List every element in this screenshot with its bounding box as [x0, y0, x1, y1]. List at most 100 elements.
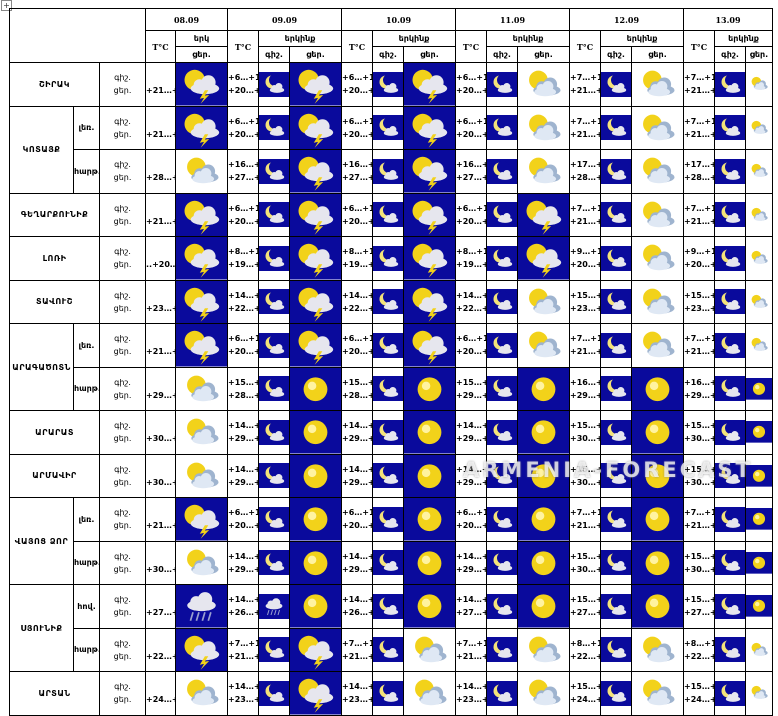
subregion-label: լեռ.: [73, 105, 100, 150]
temperature-cell: +7…+12 +21…+26: [683, 497, 716, 542]
temperature-cell: +6…+11 +20…+25: [341, 497, 374, 542]
night-day-label: գիշ. ցեր.: [98, 410, 147, 455]
night-temp: +6…+11: [456, 508, 486, 518]
sun-cloud-icon: [176, 454, 227, 497]
moon-cloud-icon: [259, 419, 289, 445]
sun-icon: [404, 585, 455, 628]
temperature-cell: +21…+26: [145, 497, 177, 542]
day-temp: +23…+28: [456, 695, 486, 705]
night-sky-cell: [600, 453, 633, 498]
night-sky-cell: [714, 192, 747, 237]
moon-cloud-icon: [373, 463, 403, 489]
day-sky-cell: [175, 540, 229, 585]
moon-cloud-icon: [373, 289, 403, 315]
sun-cloud-icon: [632, 63, 683, 106]
temperature-cell: +15…+19 +24…+29: [683, 671, 716, 716]
night-temp: +6…+11: [456, 203, 486, 213]
moon-cloud-icon: [373, 680, 403, 706]
day-temp: +30…+33: [146, 477, 175, 487]
table-row: հարթ.գիշ.ցեր.+30…+33+14…+18+29…+32+14…+1…: [10, 540, 773, 585]
temperature-cell: +30…+33: [145, 453, 177, 498]
day-temp: +30…+33: [570, 434, 600, 444]
subregion-label: հարթ.: [73, 627, 100, 672]
table-move-handle[interactable]: +: [1, 0, 12, 11]
moon-cloud-icon: [715, 115, 745, 141]
night-temp: +7…+12: [228, 638, 258, 648]
temperature-cell: +15…+20 +30…+33: [569, 540, 602, 585]
day-sky-cell: [403, 671, 457, 716]
day-temp: +20…+25: [342, 129, 372, 139]
night-label: գիշ.: [114, 638, 131, 648]
night-sky-cell: [714, 584, 747, 629]
moon-cloud-icon: [487, 202, 517, 228]
night-temp: [147, 506, 175, 519]
night-temp: +7…+12: [570, 73, 600, 83]
moon-cloud-icon: [373, 419, 403, 445]
temperature-cell: +6…+11 +20…+25: [227, 323, 260, 368]
night-temp: +7…+12: [684, 508, 714, 518]
sun-icon: [404, 411, 455, 454]
night-sky-cell: [600, 671, 633, 716]
day-label: ցեր.: [113, 390, 132, 400]
day-temp: +22…+26: [342, 303, 372, 313]
temp-header: T°C: [227, 30, 260, 63]
sun-cloud-icon: [746, 334, 772, 357]
day-temp: +27…+29: [228, 173, 258, 183]
day-temp: ..+20…+24: [146, 260, 175, 270]
night-sky-cell: [714, 323, 747, 368]
night-sky-cell: [258, 584, 291, 629]
day-sky-cell: [517, 192, 571, 237]
temperature-cell: +24…+29: [145, 671, 177, 716]
sun-cloud-icon: [746, 73, 772, 96]
day-sky-cell: [517, 236, 571, 281]
temperature-cell: +8…+13 +22…+26: [569, 627, 602, 672]
region-name: ԱՐՄԱՎԻՐ: [9, 453, 100, 498]
temperature-cell: +9…+14 +20…+24: [569, 236, 602, 281]
day-temp: +22…+26: [456, 303, 486, 313]
date-header: 08.09: [145, 8, 229, 31]
sun-cloud-icon: [518, 150, 569, 193]
temperature-cell: +30…+33: [145, 410, 177, 455]
night-temp: +14…+19: [342, 290, 372, 300]
day-sky-cell: [517, 366, 571, 411]
day-sky-cell: [745, 584, 773, 629]
day-sky-cell: [289, 279, 343, 324]
subregion-label: հարթ.: [73, 366, 100, 411]
night-sky-cell: [372, 149, 405, 194]
night-label: գիշ.: [114, 377, 131, 387]
night-sky-cell: [258, 366, 291, 411]
moon-cloud-icon: [601, 289, 631, 315]
sun-cloud-storm-icon: [518, 237, 569, 280]
day-temp: +21…+26: [146, 86, 175, 96]
night-temp: [147, 463, 175, 476]
sun-icon: [518, 411, 569, 454]
night-temp: +6…+11: [228, 73, 258, 83]
temp-header: T°C: [145, 30, 177, 63]
night-temp: +15…+20: [684, 464, 714, 474]
day-label: ցեր.: [113, 695, 132, 705]
night-header: գիշ.: [258, 46, 291, 63]
day-sky-cell: [289, 584, 343, 629]
night-temp: +14…+18: [456, 421, 486, 431]
day-sky-cell: [289, 149, 343, 194]
moon-cloud-icon: [373, 506, 403, 532]
temperature-cell: +6…+11 +20…+25: [227, 497, 260, 542]
sun-icon: [746, 595, 772, 618]
moon-cloud-icon: [715, 593, 745, 619]
night-day-label: գիշ. ցեր.: [98, 279, 147, 324]
day-header: ցեր.: [403, 46, 457, 63]
moon-cloud-icon: [487, 506, 517, 532]
date-header: 11.09: [455, 8, 571, 31]
temperature-cell: +15…+20 +27…+32: [683, 584, 716, 629]
night-sky-cell: [486, 671, 519, 716]
moon-cloud-icon: [715, 202, 745, 228]
temperature-cell: +30…+33: [145, 540, 177, 585]
temperature-cell: +8…+13 +22…+26: [683, 627, 716, 672]
day-sky-cell: [631, 62, 685, 107]
sun-cloud-storm-icon: [404, 237, 455, 280]
temperature-cell: +14…+18 +29…+32: [227, 453, 260, 498]
night-day-label: գիշ. ցեր.: [98, 627, 147, 672]
moon-cloud-icon: [715, 680, 745, 706]
day-sky-cell: [403, 105, 457, 150]
night-temp: +14…+18: [228, 421, 258, 431]
